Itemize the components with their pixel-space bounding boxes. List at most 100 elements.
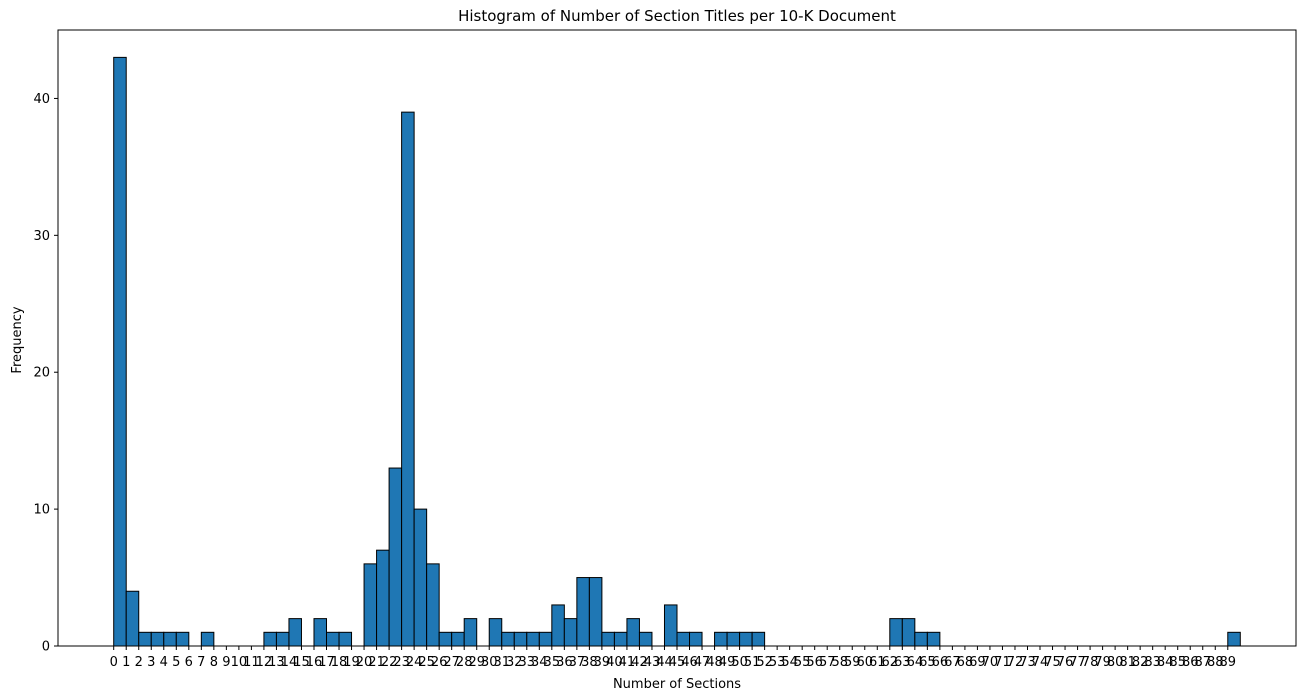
bar-41	[626, 618, 640, 647]
x-tick-label: 39	[594, 655, 611, 670]
bar-20	[363, 563, 378, 647]
bar-1	[125, 590, 140, 647]
x-tick-label: 88	[1207, 655, 1224, 670]
bar-62	[889, 618, 903, 647]
x-tick-label: 71	[994, 655, 1011, 670]
x-tick-label: 42	[631, 655, 648, 670]
x-tick-label: 73	[1019, 655, 1036, 670]
x-tick-label: 28	[456, 655, 473, 670]
x-axis-label: Number of Sections	[613, 677, 741, 692]
x-tick-label: 22	[381, 655, 398, 670]
x-tick-label: 31	[493, 655, 510, 670]
x-tick-label: 59	[844, 655, 861, 670]
x-tick-label: 27	[443, 655, 460, 670]
x-tick-label: 32	[506, 655, 523, 670]
x-tick-label: 21	[368, 655, 385, 670]
x-tick-label: 64	[907, 655, 924, 670]
x-tick-label: 3	[147, 655, 155, 670]
x-tick-label: 41	[619, 655, 636, 670]
bar-16	[313, 618, 328, 647]
x-tick-label: 63	[894, 655, 911, 670]
x-tick-label: 55	[794, 655, 811, 670]
x-tick-label: 0	[110, 655, 118, 670]
x-tick-label: 65	[919, 655, 936, 670]
x-tick-label: 1	[122, 655, 130, 670]
x-tick-label: 81	[1119, 655, 1136, 670]
bar-33	[526, 631, 540, 647]
x-tick-label: 26	[431, 655, 448, 670]
bar-39	[601, 631, 615, 647]
x-tick-label: 14	[281, 655, 298, 670]
bar-49	[726, 631, 741, 647]
x-tick-label: 30	[481, 655, 498, 670]
bar-51	[751, 631, 766, 647]
x-tick-label: 35	[544, 655, 561, 670]
x-tick-label: 77	[1069, 655, 1086, 670]
x-tick-label: 2	[135, 655, 143, 670]
x-tick-label: 10	[231, 655, 248, 670]
bar-37	[576, 577, 590, 647]
x-tick-label: 23	[393, 655, 410, 670]
chart-title: Histogram of Number of Section Titles pe…	[458, 7, 896, 25]
x-tick-label: 75	[1044, 655, 1061, 670]
bar-38	[588, 577, 603, 647]
x-tick-label: 11	[243, 655, 260, 670]
x-tick-label: 18	[331, 655, 348, 670]
x-tick-label: 69	[969, 655, 986, 670]
bar-24	[413, 508, 428, 647]
x-tick-label: 17	[318, 655, 335, 670]
x-tick-label: 38	[581, 655, 598, 670]
bar-26	[438, 631, 453, 647]
bar-25	[426, 563, 440, 647]
bar-13	[275, 631, 290, 647]
bar-89	[1227, 631, 1241, 647]
bar-17	[326, 631, 340, 647]
bar-44	[663, 604, 678, 647]
bar-23	[401, 111, 415, 647]
x-tick-label: 78	[1082, 655, 1099, 670]
x-tick-label: 37	[569, 655, 586, 670]
x-tick-label: 61	[869, 655, 886, 670]
x-tick-label: 20	[356, 655, 373, 670]
x-tick-label: 29	[468, 655, 485, 670]
x-tick-label: 53	[769, 655, 786, 670]
bar-65	[926, 631, 941, 647]
bar-12	[263, 631, 277, 647]
bar-18	[338, 631, 353, 647]
y-axis-label: Frequency	[10, 306, 25, 373]
bar-5	[175, 631, 190, 647]
bar-0	[113, 56, 127, 647]
x-tick-label: 70	[982, 655, 999, 670]
y-tick-label: 0	[42, 640, 50, 655]
x-tick-label: 9	[222, 655, 230, 670]
x-tick-label: 4	[160, 655, 168, 670]
x-tick-label: 47	[694, 655, 711, 670]
x-tick-label: 25	[418, 655, 435, 670]
x-tick-label: 12	[256, 655, 273, 670]
x-tick-label: 58	[831, 655, 848, 670]
bar-64	[914, 631, 928, 647]
x-tick-label: 24	[406, 655, 423, 670]
x-tick-label: 85	[1169, 655, 1186, 670]
x-tick-label: 54	[781, 655, 798, 670]
x-tick-label: 79	[1094, 655, 1111, 670]
x-tick-label: 46	[681, 655, 698, 670]
y-ticks-group: 0 10 20 30 40	[33, 92, 58, 655]
bar-63	[901, 618, 916, 647]
x-tick-label: 56	[806, 655, 823, 670]
x-tick-label: 13	[268, 655, 285, 670]
x-tick-label: 62	[882, 655, 899, 670]
bar-3	[150, 631, 165, 647]
x-tick-label: 50	[731, 655, 748, 670]
bar-22	[388, 467, 403, 647]
x-tick-label: 19	[343, 655, 360, 670]
bar-4	[163, 631, 177, 647]
x-tick-label: 76	[1057, 655, 1074, 670]
axes-frame	[57, 29, 1297, 647]
x-tick-label: 68	[957, 655, 974, 670]
bar-14	[288, 618, 302, 647]
x-tick-label: 57	[819, 655, 836, 670]
bar-21	[376, 549, 390, 647]
x-tick-label: 8	[210, 655, 218, 670]
bar-50	[739, 631, 753, 647]
